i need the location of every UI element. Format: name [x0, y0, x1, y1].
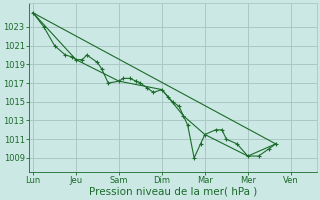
X-axis label: Pression niveau de la mer( hPa ): Pression niveau de la mer( hPa ): [89, 187, 257, 197]
